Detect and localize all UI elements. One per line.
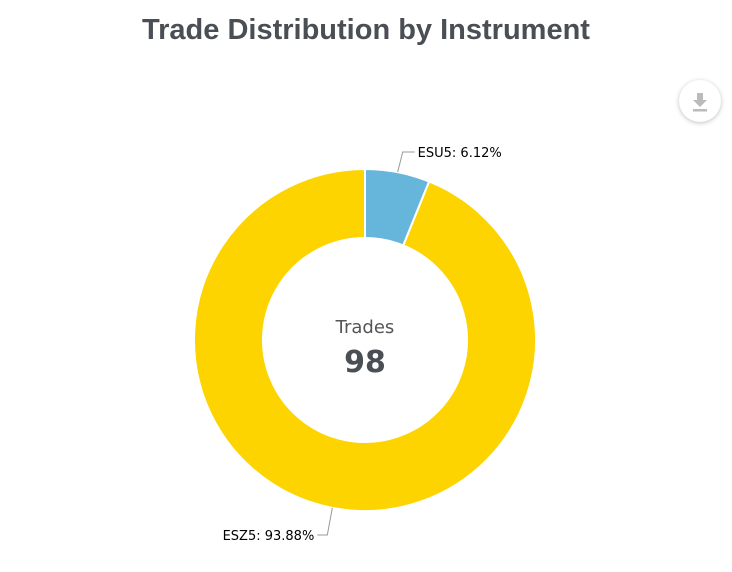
center-value: 98 bbox=[344, 345, 386, 380]
center-label: Trades bbox=[335, 317, 395, 338]
download-icon bbox=[693, 93, 707, 112]
slice-esz5[interactable] bbox=[193, 167, 537, 512]
chart-title: Trade Distribution by Instrument bbox=[142, 14, 590, 46]
data-label-esu5: ESU5: 6.12% bbox=[418, 146, 502, 161]
data-label-esz5: ESZ5: 93.88% bbox=[223, 529, 315, 544]
connector-esu5 bbox=[397, 151, 415, 173]
download-button[interactable] bbox=[679, 80, 721, 122]
connector-esz5 bbox=[317, 507, 333, 536]
